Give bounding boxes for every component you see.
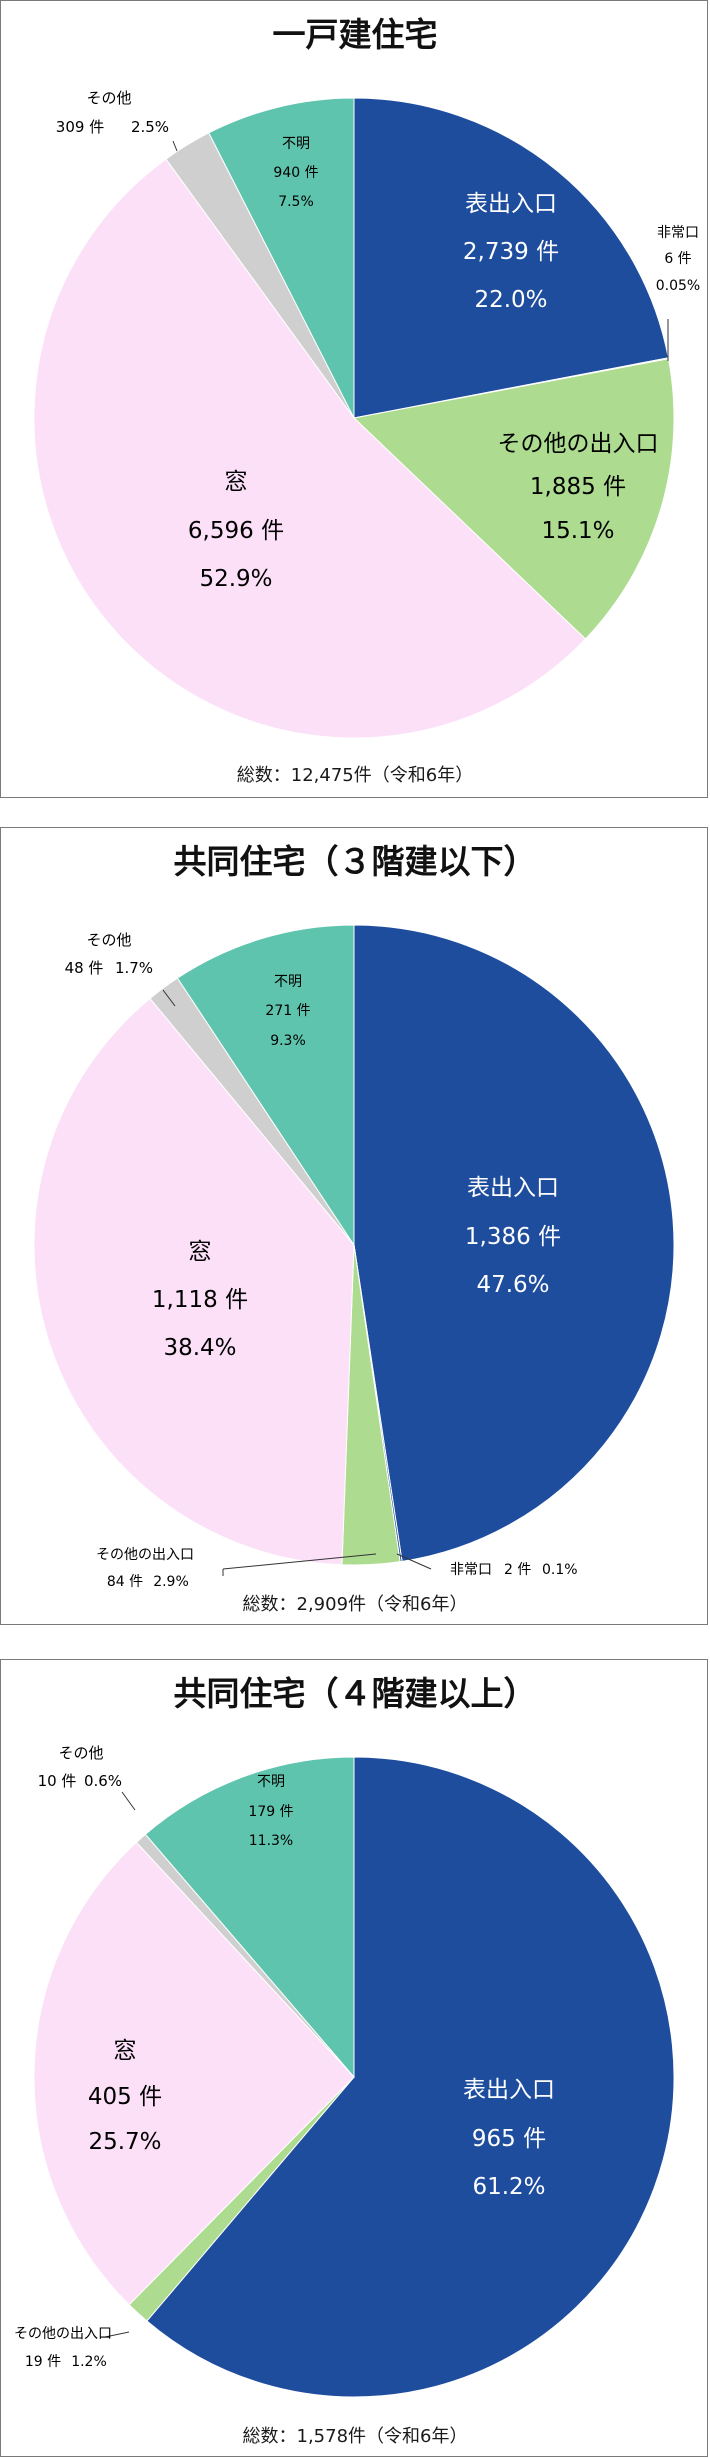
slice-label-count: 309 件 bbox=[56, 118, 104, 136]
slice-label-name: その他 bbox=[86, 89, 131, 107]
pie-chart-detached-house: 一戸建住宅 表出入口 2,739 件 22.0% 非常口 6 件 0.05% そ… bbox=[0, 0, 708, 798]
pie-slice bbox=[352, 358, 675, 640]
pie-chart-apartment-4f-or-more: 共同住宅（４階建以上） 表出入口 965 件 61.2% その他の出入口 19 … bbox=[0, 1659, 708, 2457]
slice-label-percent: 11.3% bbox=[249, 1833, 293, 1849]
slice-label-count: 965 件 bbox=[472, 2126, 546, 2152]
slice-label-percent: 38.4% bbox=[163, 1335, 236, 1361]
slice-label-count: 48 件 bbox=[65, 959, 104, 977]
slice-label-name: その他の出入口 bbox=[498, 431, 659, 457]
slice-label-name: 不明 bbox=[257, 1774, 285, 1790]
slice-label-name: 窓 bbox=[114, 2038, 137, 2064]
slice-label-name: 表出入口 bbox=[463, 2077, 555, 2103]
slice-label-percent: 0.05% bbox=[656, 278, 700, 294]
leader-lines bbox=[162, 989, 432, 1576]
slice-label-name: 不明 bbox=[274, 974, 302, 990]
slice-label-count: 179 件 bbox=[248, 1804, 293, 1820]
pie-chart-apartment-3f-or-less: 共同住宅（３階建以下） 表出入口 1,386 件 47.6% 非常口 2 件 0… bbox=[0, 827, 708, 1625]
slice-label-count: 10 件 bbox=[38, 1772, 77, 1790]
pie-svg: 一戸建住宅 表出入口 2,739 件 22.0% 非常口 6 件 0.05% そ… bbox=[33, 15, 700, 786]
slice-label-count: 2 件 bbox=[504, 1562, 531, 1578]
pie-slices bbox=[33, 1756, 675, 2398]
slice-label-name: 表出入口 bbox=[467, 1175, 559, 1201]
slice-label-percent: 15.1% bbox=[541, 518, 614, 544]
slice-label-percent: 25.7% bbox=[88, 2129, 161, 2155]
slice-label-count: 405 件 bbox=[88, 2084, 162, 2110]
slice-label-count: 2,739 件 bbox=[463, 239, 559, 265]
slice-label-count: 84 件 bbox=[107, 1574, 143, 1590]
chart-title: 一戸建住宅 bbox=[273, 15, 438, 54]
pie-slice bbox=[33, 997, 355, 1566]
pie-slice bbox=[208, 97, 355, 419]
leader-lines bbox=[172, 140, 669, 361]
pie-svg: 共同住宅（３階建以下） 表出入口 1,386 件 47.6% 非常口 2 件 0… bbox=[33, 842, 675, 1615]
slice-label-percent: 7.5% bbox=[278, 194, 314, 210]
slice-label-name: その他の出入口 bbox=[96, 1547, 194, 1563]
slice-label-percent: 1.7% bbox=[115, 959, 153, 977]
slice-label-name: その他 bbox=[86, 931, 131, 949]
pie-slice bbox=[33, 1841, 355, 2306]
slice-label-count: 1,386 件 bbox=[465, 1224, 561, 1250]
slice-label-percent: 2.5% bbox=[131, 118, 169, 136]
pie-slice bbox=[353, 97, 669, 419]
pie-slice bbox=[353, 924, 675, 1562]
leader-lines bbox=[104, 1791, 136, 2338]
slice-label-count: 1,885 件 bbox=[530, 474, 626, 500]
pie-slice bbox=[146, 1756, 675, 2398]
slice-label-count: 19 件 bbox=[25, 2354, 61, 2370]
chart-title: 共同住宅（３階建以下） bbox=[174, 842, 537, 881]
slice-label-percent: 1.2% bbox=[71, 2354, 107, 2370]
slice-label-name: 窓 bbox=[189, 1239, 212, 1265]
slice-label-count: 6,596 件 bbox=[188, 518, 284, 544]
slice-label-name: 窓 bbox=[225, 469, 248, 495]
slice-label-percent: 22.0% bbox=[474, 287, 547, 313]
total-count-label: 総数：12,475件（令和6年） bbox=[237, 765, 473, 786]
slice-label-percent: 0.1% bbox=[542, 1562, 578, 1578]
slice-label-name: 不明 bbox=[282, 136, 310, 152]
slice-label-name: その他 bbox=[58, 1744, 103, 1762]
slice-label-name: 表出入口 bbox=[465, 191, 557, 217]
slice-label-percent: 61.2% bbox=[472, 2174, 545, 2200]
slice-label-name: 非常口 bbox=[657, 225, 699, 241]
slice-label-percent: 2.9% bbox=[153, 1574, 189, 1590]
slice-label-count: 1,118 件 bbox=[152, 1287, 248, 1313]
slice-label-percent: 47.6% bbox=[476, 1272, 549, 1298]
chart-title: 共同住宅（４階建以上） bbox=[174, 1674, 537, 1713]
pie-svg: 共同住宅（４階建以上） 表出入口 965 件 61.2% その他の出入口 19 … bbox=[14, 1674, 675, 2447]
slice-label-percent: 9.3% bbox=[270, 1033, 306, 1049]
slice-label-percent: 52.9% bbox=[199, 566, 272, 592]
slice-label-count: 271 件 bbox=[265, 1003, 310, 1019]
pie-slice bbox=[176, 924, 355, 1247]
total-count-label: 総数：1,578件（令和6年） bbox=[243, 2426, 468, 2447]
slice-label-count: 6 件 bbox=[664, 251, 691, 267]
slice-label-name: その他の出入口 bbox=[14, 2326, 112, 2342]
pie-slice bbox=[33, 158, 587, 739]
pie-slice bbox=[144, 1756, 355, 2079]
slice-label-percent: 0.6% bbox=[84, 1772, 122, 1790]
pie-slices bbox=[33, 97, 675, 739]
slice-label-count: 940 件 bbox=[273, 165, 318, 181]
slice-label-name: 非常口 bbox=[450, 1562, 492, 1578]
pie-slices bbox=[33, 924, 675, 1566]
total-count-label: 総数：2,909件（令和6年） bbox=[243, 1594, 468, 1615]
